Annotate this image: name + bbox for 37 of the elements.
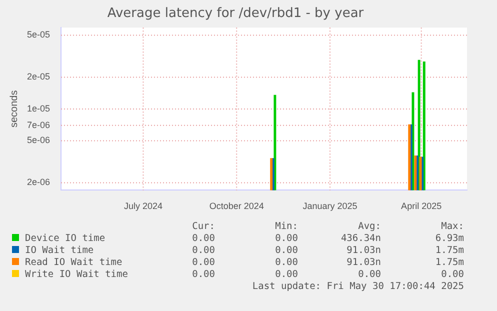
text: Last update: Fri May 30 17:00:44 2025 [251,281,464,293]
y-tick-label: 2e-05 [26,72,50,82]
text: Min: [274,221,298,233]
y-axis-title: seconds [8,90,20,128]
y-tick-label: 2e-06 [26,177,50,188]
x-tick-label: April 2025 [401,201,442,212]
text: 1.75m [434,257,464,269]
text: 436.34n [340,233,381,245]
text: 6.93m [434,233,464,245]
text: 0.00 [274,233,298,245]
text: Avg: [357,221,381,233]
legend-label: Read IO Wait time [24,257,124,269]
y-tick-label: 1e-05 [26,103,50,114]
text: 1.75m [434,245,464,257]
text: 0.00 [440,269,464,281]
text: 91.03n [346,257,381,269]
x-tick-label: July 2024 [124,201,162,212]
text: 0.00 [191,257,215,269]
text: Cur: [191,221,215,233]
text: 0.00 [274,245,298,257]
text: 0.00 [191,233,215,245]
text: 0.00 [191,245,215,257]
legend-label: IO Wait time [24,245,95,257]
legend-label: Device IO time [24,233,106,245]
text: 91.03n [346,245,381,257]
text: 0.00 [274,269,298,281]
text: Max: [440,221,464,233]
y-tick-label: 5e-05 [26,30,50,40]
x-tick-label: October 2024 [209,201,264,212]
y-tick-label: 7e-06 [26,120,50,130]
text: 0.00 [274,257,298,269]
chart-title: Average latency for /dev/rbd1 - by year [107,6,364,22]
text: 0.00 [357,269,381,281]
x-tick-label: January 2025 [302,201,358,212]
y-tick-label: 5e-06 [26,135,50,146]
legend-label: Write IO Wait time [24,269,129,281]
text: 0.00 [191,269,215,281]
